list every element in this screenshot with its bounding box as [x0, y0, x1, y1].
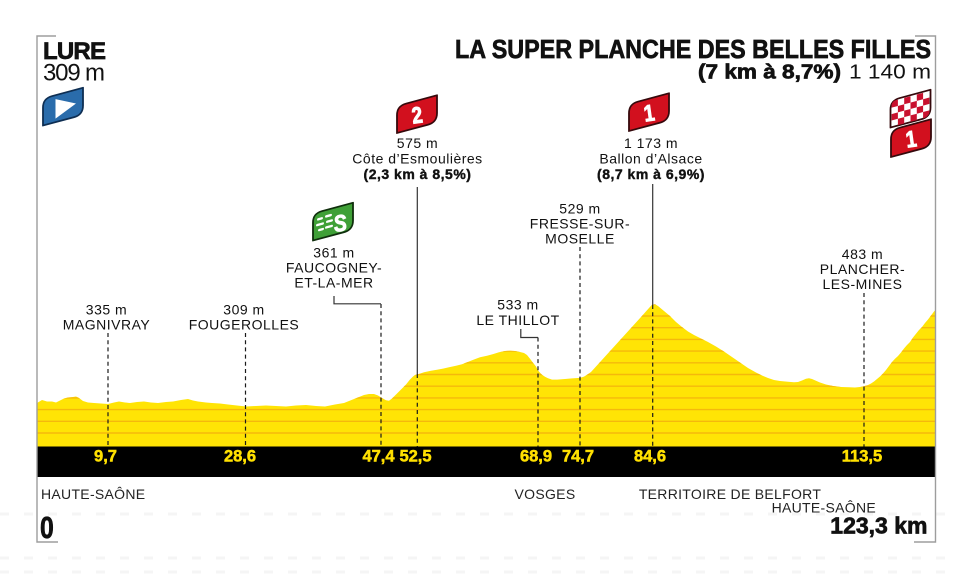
svg-text:(2,3 km à 8,5%): (2,3 km à 8,5%)	[364, 166, 472, 182]
svg-text:47,4: 47,4	[362, 448, 395, 466]
svg-text:ET-LA-MER: ET-LA-MER	[294, 275, 373, 291]
svg-text:1 173 m: 1 173 m	[624, 135, 678, 151]
svg-text:HAUTE-SAÔNE: HAUTE-SAÔNE	[772, 500, 876, 516]
svg-text:2: 2	[410, 103, 424, 129]
svg-text:68,9: 68,9	[520, 448, 552, 466]
svg-text:PLANCHER-: PLANCHER-	[820, 261, 905, 277]
svg-text:575 m: 575 m	[397, 135, 438, 151]
svg-text:1 140 m: 1 140 m	[849, 62, 931, 84]
svg-text:LE THILLOT: LE THILLOT	[476, 312, 559, 328]
svg-text:84,6: 84,6	[634, 448, 666, 466]
svg-text:529 m: 529 m	[559, 201, 600, 217]
svg-text:9,7: 9,7	[94, 448, 117, 466]
svg-text:533 m: 533 m	[497, 297, 538, 313]
svg-text:28,6: 28,6	[224, 448, 256, 466]
svg-text:MOSELLE: MOSELLE	[545, 231, 615, 247]
svg-text:0: 0	[40, 510, 54, 544]
svg-text:1: 1	[904, 127, 918, 153]
svg-text:MAGNIVRAY: MAGNIVRAY	[63, 317, 151, 333]
svg-text:52,5: 52,5	[399, 448, 431, 466]
svg-text:(8,7 km à 6,9%): (8,7 km à 6,9%)	[597, 166, 705, 182]
svg-text:309 m: 309 m	[43, 60, 105, 87]
svg-text:S: S	[332, 210, 349, 237]
svg-text:LA SUPER PLANCHE DES BELLES FI: LA SUPER PLANCHE DES BELLES FILLES	[455, 34, 931, 64]
svg-text:VOSGES: VOSGES	[515, 486, 576, 502]
svg-text:FAUCOGNEY-: FAUCOGNEY-	[286, 260, 382, 276]
svg-text:1: 1	[642, 101, 656, 127]
svg-text:361 m: 361 m	[313, 245, 354, 261]
svg-text:483 m: 483 m	[842, 246, 883, 262]
svg-text:Côte d’Esmoulières: Côte d’Esmoulières	[352, 151, 482, 167]
svg-text:FOUGEROLLES: FOUGEROLLES	[189, 317, 300, 333]
svg-text:(7 km à 8,7%): (7 km à 8,7%)	[698, 62, 841, 84]
svg-text:309 m: 309 m	[223, 302, 264, 318]
svg-text:HAUTE-SAÔNE: HAUTE-SAÔNE	[41, 486, 145, 502]
svg-text:335 m: 335 m	[86, 302, 127, 318]
svg-text:74,7: 74,7	[562, 448, 594, 466]
svg-text:LURE: LURE	[43, 38, 106, 65]
svg-text:123,3 km: 123,3 km	[830, 513, 927, 539]
svg-text:113,5: 113,5	[842, 448, 882, 466]
svg-text:FRESSE-SUR-: FRESSE-SUR-	[530, 216, 630, 232]
svg-text:TERRITOIRE DE BELFORT: TERRITOIRE DE BELFORT	[639, 486, 822, 502]
svg-text:LES-MINES: LES-MINES	[823, 276, 903, 292]
svg-text:Ballon d’Alsace: Ballon d’Alsace	[599, 151, 702, 167]
